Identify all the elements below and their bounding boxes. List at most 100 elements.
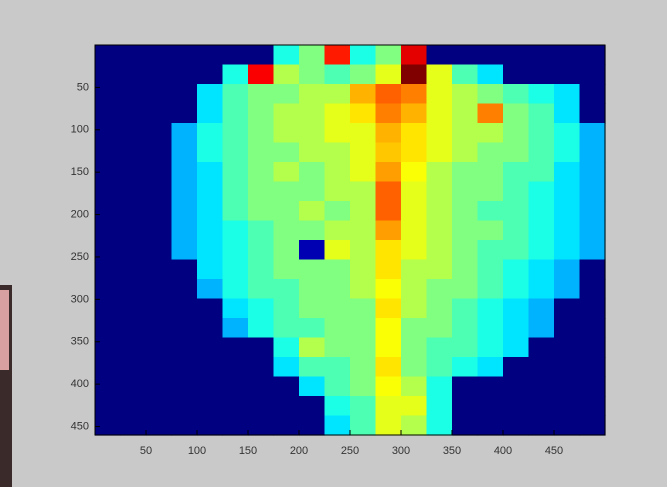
heatmap-cell — [375, 162, 402, 183]
heatmap-cell — [273, 337, 300, 358]
heatmap-cell — [503, 142, 530, 163]
heatmap-cell — [579, 376, 606, 397]
heatmap-cell — [197, 240, 224, 261]
heatmap-cell — [528, 84, 555, 105]
heatmap-cell — [401, 240, 428, 261]
heatmap-cell — [350, 337, 377, 358]
heatmap-cell — [222, 259, 249, 280]
heatmap-cell — [375, 142, 402, 163]
heatmap-cell — [248, 415, 275, 436]
heatmap-cell — [197, 337, 224, 358]
heatmap-cell — [579, 396, 606, 417]
heatmap-cell — [95, 357, 122, 378]
heatmap-cell — [554, 123, 581, 144]
heatmap-cell — [452, 415, 479, 436]
heatmap-cell — [273, 64, 300, 85]
heatmap-cell — [426, 103, 453, 124]
heatmap-cell — [248, 162, 275, 183]
heatmap-cell — [248, 220, 275, 241]
heatmap-cell — [324, 123, 351, 144]
heatmap-cell — [171, 357, 198, 378]
heatmap-cell — [273, 318, 300, 339]
heatmap-cell — [273, 259, 300, 280]
heatmap-cell — [477, 162, 504, 183]
heatmap-cell — [401, 220, 428, 241]
heatmap-cell — [299, 181, 326, 202]
heatmap-cell — [171, 240, 198, 261]
heatmap-cell — [146, 240, 173, 261]
heatmap-cell — [477, 279, 504, 300]
heatmap-cell — [171, 259, 198, 280]
heatmap-cell — [324, 201, 351, 222]
heatmap-cell — [375, 337, 402, 358]
heatmap-cell — [299, 240, 326, 261]
heatmap-cell — [248, 259, 275, 280]
heatmap-cell — [554, 240, 581, 261]
heatmap-cell — [579, 103, 606, 124]
heatmap-cell — [197, 142, 224, 163]
heatmap-cell — [350, 279, 377, 300]
heatmap-cell — [528, 181, 555, 202]
heatmap-cell — [477, 201, 504, 222]
heatmap-cell — [452, 142, 479, 163]
heatmap-cell — [248, 298, 275, 319]
heatmap-cell — [350, 84, 377, 105]
heatmap-cell — [503, 396, 530, 417]
heatmap-cell — [273, 181, 300, 202]
heatmap-cell — [375, 298, 402, 319]
heatmap-cell — [375, 220, 402, 241]
heatmap-cell — [248, 201, 275, 222]
heatmap-cell — [452, 396, 479, 417]
heatmap-cell — [554, 318, 581, 339]
heatmap-cell — [197, 162, 224, 183]
heatmap-cell — [477, 220, 504, 241]
heatmap-cell — [197, 298, 224, 319]
heatmap-cell — [350, 142, 377, 163]
heatmap-cell — [401, 162, 428, 183]
heatmap-cell — [554, 396, 581, 417]
heatmap-cell — [197, 357, 224, 378]
heatmap-cell — [120, 298, 147, 319]
heatmap-cell — [171, 298, 198, 319]
heatmap-cell — [120, 259, 147, 280]
heatmap-cell — [95, 318, 122, 339]
y-tick-label: 300 — [71, 293, 89, 305]
heatmap-cell — [146, 201, 173, 222]
x-tick-label: 50 — [140, 445, 152, 457]
heatmap-cell — [273, 240, 300, 261]
heatmap-cell — [426, 142, 453, 163]
heatmap-cell — [299, 45, 326, 66]
heatmap-cell — [95, 376, 122, 397]
heatmap-cell — [477, 123, 504, 144]
heatmap-cell — [528, 240, 555, 261]
y-tick-label: 250 — [71, 251, 89, 263]
heatmap-cell — [452, 298, 479, 319]
heatmap-cell — [401, 298, 428, 319]
heatmap-cell — [324, 240, 351, 261]
heatmap-cell — [171, 142, 198, 163]
heatmap-cell — [554, 103, 581, 124]
heatmap-cell — [197, 103, 224, 124]
heatmap-cell — [503, 240, 530, 261]
heatmap-cell — [426, 220, 453, 241]
heatmap-cell — [120, 64, 147, 85]
heatmap-cell — [120, 45, 147, 66]
heatmap-cell — [350, 220, 377, 241]
heatmap-cell — [197, 259, 224, 280]
heatmap-cell — [528, 123, 555, 144]
heatmap-cell — [197, 123, 224, 144]
heatmap-cell — [299, 337, 326, 358]
heatmap-cell — [171, 337, 198, 358]
heatmap-cell — [324, 103, 351, 124]
heatmap-cell — [95, 142, 122, 163]
heatmap-cell — [350, 181, 377, 202]
heatmap-cell — [426, 279, 453, 300]
heatmap-cell — [401, 123, 428, 144]
heatmap-cell — [452, 103, 479, 124]
heatmap-cell — [503, 45, 530, 66]
heatmap-cell — [299, 142, 326, 163]
heatmap-cell — [248, 337, 275, 358]
heatmap-cell — [273, 142, 300, 163]
heatmap-cell — [477, 337, 504, 358]
heatmap-cell — [528, 376, 555, 397]
